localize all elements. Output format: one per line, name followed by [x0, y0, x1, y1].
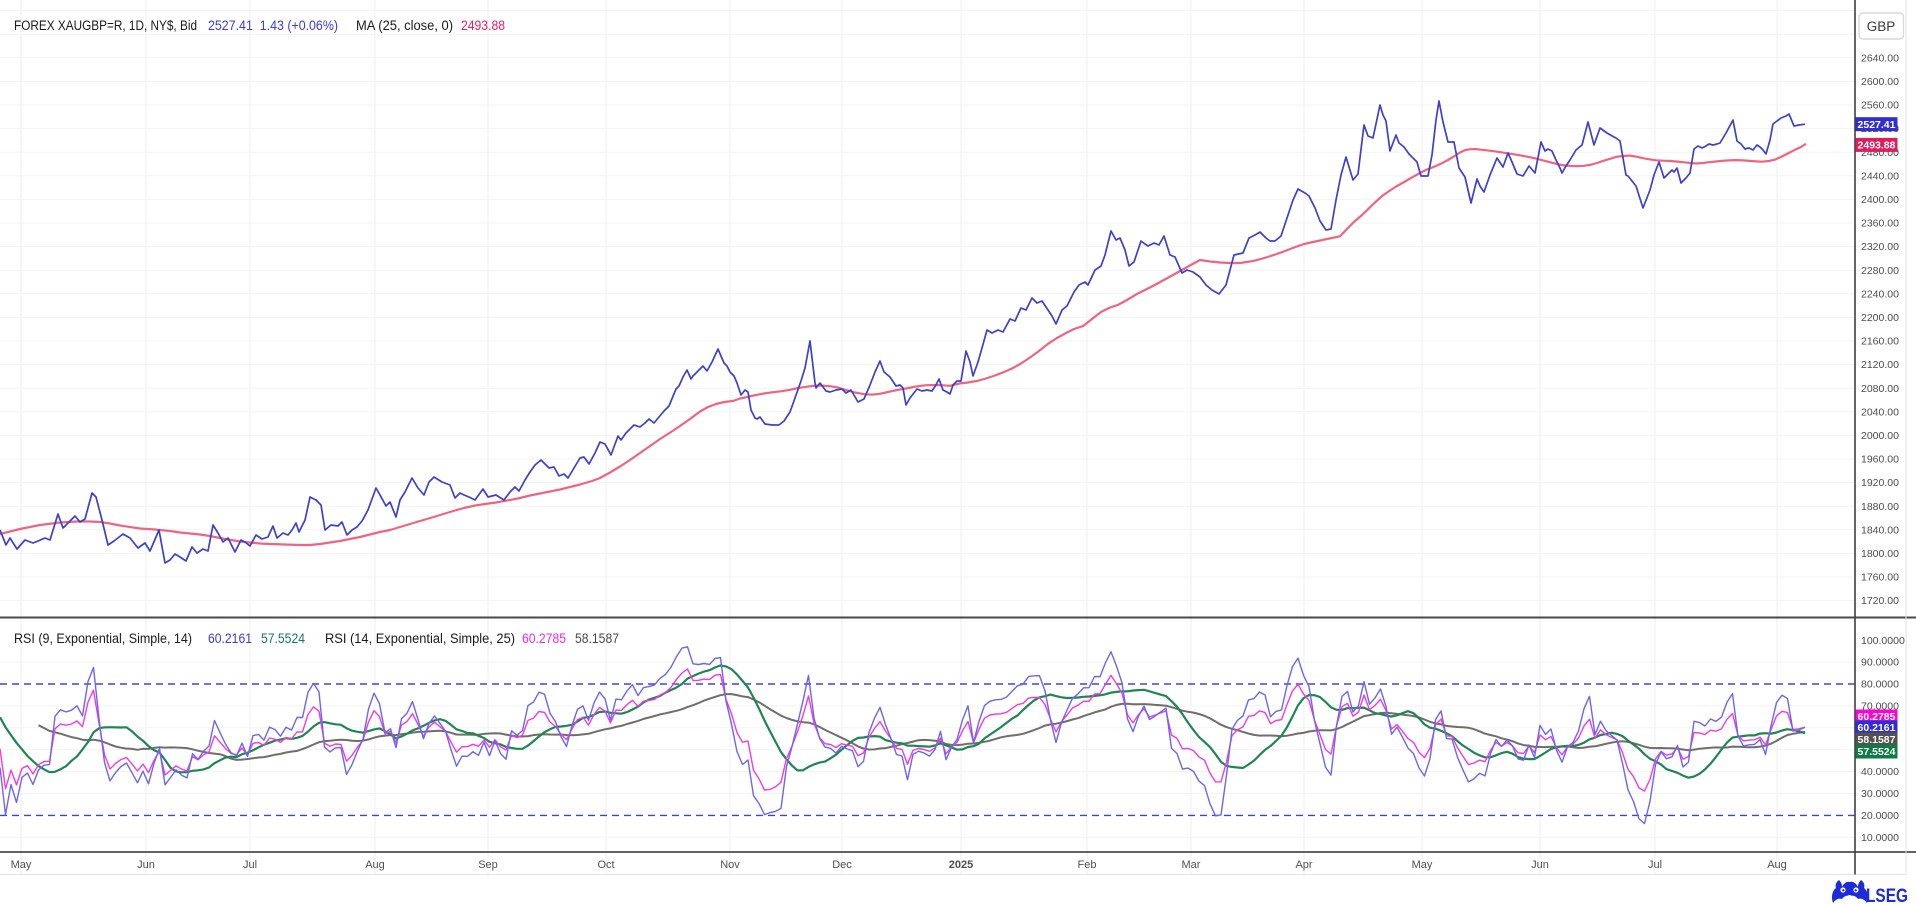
svg-text:FOREX XAUGBP=R, 1D, NY$, Bid: FOREX XAUGBP=R, 1D, NY$, Bid — [14, 18, 197, 33]
svg-text:57.5524: 57.5524 — [261, 631, 305, 646]
svg-text:30.0000: 30.0000 — [1861, 788, 1899, 800]
svg-text:2320.00: 2320.00 — [1861, 241, 1899, 253]
svg-text:58.1587: 58.1587 — [1858, 734, 1896, 746]
svg-text:Oct: Oct — [597, 859, 614, 871]
svg-text:2600.00: 2600.00 — [1861, 76, 1899, 88]
svg-text:Nov: Nov — [720, 859, 740, 871]
svg-text:LSEG: LSEG — [1866, 885, 1908, 905]
svg-text:1960.00: 1960.00 — [1861, 454, 1899, 466]
svg-text:2527.41: 2527.41 — [1858, 119, 1896, 131]
svg-text:1840.00: 1840.00 — [1861, 524, 1899, 536]
svg-text:2493.88: 2493.88 — [461, 18, 505, 33]
svg-text:Jul: Jul — [1648, 859, 1662, 871]
svg-text:1880.00: 1880.00 — [1861, 501, 1899, 513]
svg-text:1760.00: 1760.00 — [1861, 572, 1899, 584]
svg-text:2640.00: 2640.00 — [1861, 52, 1899, 64]
svg-text:2400.00: 2400.00 — [1861, 194, 1899, 206]
svg-text:Feb: Feb — [1078, 859, 1097, 871]
svg-text:60.2161: 60.2161 — [1858, 722, 1896, 734]
svg-text:Jun: Jun — [1531, 859, 1549, 871]
svg-text:20.0000: 20.0000 — [1861, 810, 1899, 822]
svg-text:60.2785: 60.2785 — [522, 631, 566, 646]
svg-text:1720.00: 1720.00 — [1861, 595, 1899, 607]
svg-text:1920.00: 1920.00 — [1861, 477, 1899, 489]
svg-text:Sep: Sep — [478, 859, 498, 871]
svg-text:May: May — [11, 859, 32, 871]
svg-text:60.2785: 60.2785 — [1858, 711, 1896, 723]
svg-text:Apr: Apr — [1295, 859, 1312, 871]
svg-text:GBP: GBP — [1867, 19, 1896, 34]
svg-text:2200.00: 2200.00 — [1861, 312, 1899, 324]
svg-text:80.0000: 80.0000 — [1861, 679, 1899, 691]
svg-text:2120.00: 2120.00 — [1861, 359, 1899, 371]
svg-text:2440.00: 2440.00 — [1861, 170, 1899, 182]
svg-text:10.0000: 10.0000 — [1861, 832, 1899, 844]
svg-text:Jun: Jun — [137, 859, 155, 871]
svg-text:RSI (9, Exponential, Simple, 1: RSI (9, Exponential, Simple, 14) — [14, 631, 192, 646]
svg-text:Mar: Mar — [1182, 859, 1201, 871]
svg-text:2240.00: 2240.00 — [1861, 288, 1899, 300]
svg-text:2160.00: 2160.00 — [1861, 336, 1899, 348]
svg-text:2040.00: 2040.00 — [1861, 406, 1899, 418]
svg-text:2080.00: 2080.00 — [1861, 383, 1899, 395]
svg-text:1800.00: 1800.00 — [1861, 548, 1899, 560]
svg-text:2025: 2025 — [949, 859, 973, 871]
svg-text:2280.00: 2280.00 — [1861, 265, 1899, 277]
svg-text:2527.41 1.43 (+0.06%): 2527.41 1.43 (+0.06%) — [208, 18, 338, 33]
svg-text:90.0000: 90.0000 — [1861, 657, 1899, 669]
svg-text:2000.00: 2000.00 — [1861, 430, 1899, 442]
svg-text:Dec: Dec — [832, 859, 852, 871]
svg-text:May: May — [1412, 859, 1433, 871]
svg-text:MA (25, close, 0): MA (25, close, 0) — [356, 18, 453, 33]
svg-text:2493.88: 2493.88 — [1858, 140, 1896, 152]
svg-text:Aug: Aug — [365, 859, 385, 871]
svg-text:57.5524: 57.5524 — [1858, 746, 1896, 758]
svg-text:60.2161: 60.2161 — [208, 631, 252, 646]
svg-text:2360.00: 2360.00 — [1861, 218, 1899, 230]
svg-text:RSI (14, Exponential, Simple,: RSI (14, Exponential, Simple, 25) — [325, 631, 515, 646]
svg-text:40.0000: 40.0000 — [1861, 766, 1899, 778]
svg-text:Aug: Aug — [1767, 859, 1787, 871]
svg-text:58.1587: 58.1587 — [575, 631, 619, 646]
svg-text:100.0000: 100.0000 — [1861, 635, 1905, 647]
svg-text:Jul: Jul — [243, 859, 257, 871]
svg-text:2560.00: 2560.00 — [1861, 100, 1899, 112]
